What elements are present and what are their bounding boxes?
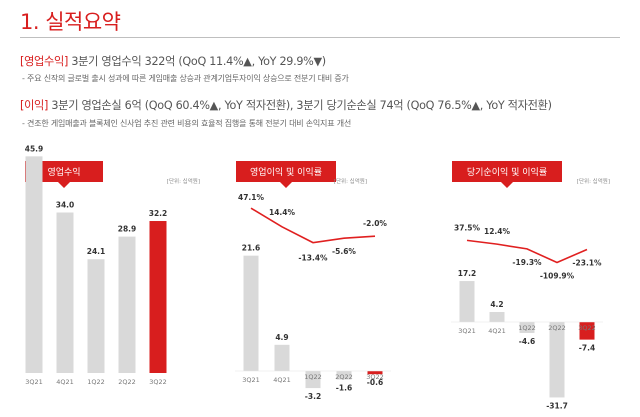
chart-1-bar: [25, 156, 43, 373]
chart-1-bar-label: 24.1: [87, 247, 106, 256]
chart-2-category-label: 1Q22: [304, 373, 322, 381]
chart-3-bar: [579, 322, 595, 340]
chart-3-bar: [549, 322, 565, 398]
chart-2-bar: [243, 255, 259, 371]
chart-2-bar: [274, 344, 290, 371]
chart-2-margin-label: 14.4%: [269, 208, 296, 217]
chart-1-category-label: 4Q21: [56, 378, 74, 386]
chart-3-category-label: 2Q22: [548, 324, 566, 332]
chart-2-title: 영업이익 및 이익률: [250, 166, 322, 178]
profit-note: - 견조한 게임매출과 블록체인 신사업 추진 관련 비용의 효율적 집행을 통…: [22, 119, 352, 128]
chart-2-unit: [단위: 십억원]: [334, 177, 367, 185]
chart-3-bar: [489, 312, 505, 322]
title-divider: [20, 37, 620, 38]
chart-1-bar-label: 45.9: [25, 144, 44, 153]
chart-3-category-label: 3Q22: [578, 324, 596, 332]
chart-1-title: 영업수익: [47, 166, 80, 178]
chart-2-bar: [336, 371, 352, 380]
chart-1-bar-label: 32.2: [149, 209, 168, 218]
chart-2-category-label: 4Q21: [273, 376, 291, 384]
chart-3-margin-line: [466, 239, 588, 264]
chart-2-bar-label: -3.2: [305, 392, 321, 401]
page-title: 1. 실적요약: [20, 10, 121, 34]
chart-2-category-label: 2Q22: [335, 373, 353, 381]
chart-3-margin-label: -23.1%: [572, 258, 602, 267]
chart-3-title-tag: [452, 161, 562, 188]
chart-3-bar-label: 4.2: [490, 300, 503, 309]
chart-3-bar-label: -7.4: [579, 344, 595, 353]
revenue-tag: [영업수익]: [20, 55, 69, 68]
chart-3-bar: [519, 322, 535, 333]
chart-1-category-label: 3Q22: [149, 378, 167, 386]
chart-2-margin-label: -5.6%: [332, 247, 356, 256]
chart-1-category-label: 1Q22: [87, 378, 105, 386]
chart-1-bar-label: 34.0: [56, 201, 75, 210]
chart-2-margin-label: -2.0%: [363, 219, 387, 228]
profit-tag: [이익]: [20, 99, 49, 112]
chart-1-bar: [87, 259, 105, 373]
chart-1-bar: [149, 221, 167, 373]
chart-2-bar: [367, 371, 383, 375]
chart-3-category-label: 1Q22: [518, 324, 536, 332]
chart-2-bar-label: -1.6: [336, 384, 352, 393]
chart-3-bar-label: -31.7: [546, 401, 568, 410]
chart-1-bar: [56, 212, 74, 373]
chart-3-bar: [459, 281, 475, 322]
chart-3-margin-label: 37.5%: [454, 223, 481, 232]
chart-3-margin-label: -19.3%: [512, 258, 542, 267]
chart-1-bar-label: 28.9: [118, 225, 137, 234]
chart-3-margin-label: 12.4%: [484, 227, 511, 236]
revenue-summary-text: 3분기 영업수익 322억 (QoQ 11.4%▲, YoY 29.9%▼): [68, 55, 326, 68]
revenue-summary: [영업수익] 3분기 영업수익 322억 (QoQ 11.4%▲, YoY 29…: [20, 53, 326, 69]
chart-2-category-label: 3Q21: [242, 376, 260, 384]
chart-2-bar: [305, 371, 321, 389]
chart-3-unit: [단위: 십억원]: [577, 177, 610, 185]
chart-2-bar-label: 4.9: [275, 333, 288, 342]
revenue-note: - 주요 신작의 글로벌 출시 성과에 따른 게임매출 상승과 관계기업투자이익…: [22, 74, 349, 83]
chart-1-title-tag: [25, 161, 103, 188]
chart-2-margin-line: [250, 207, 376, 244]
chart-3-margin-label: -109.9%: [540, 271, 575, 280]
chart-3-bar-label: -4.6: [519, 337, 535, 346]
chart-1-category-label: 2Q22: [118, 378, 136, 386]
chart-2-bar-label: -0.6: [367, 378, 383, 387]
profit-summary: [이익] 3분기 영업손실 6억 (QoQ 60.4%▲, YoY 적자전환),…: [20, 97, 552, 113]
chart-2-bar-label: 21.6: [242, 244, 261, 253]
chart-3-title: 당기순이익 및 이익률: [467, 166, 547, 178]
chart-3-category-label: 3Q21: [458, 327, 476, 335]
chart-1-unit: [단위: 십억원]: [167, 177, 200, 185]
profit-summary-text: 3분기 영업손실 6억 (QoQ 60.4%▲, YoY 적자전환), 3분기 …: [48, 99, 552, 112]
chart-1-bar: [118, 236, 136, 373]
chart-1-category-label: 3Q21: [25, 378, 43, 386]
chart-2-margin-label: 47.1%: [238, 193, 265, 202]
chart-2-title-tag: [236, 161, 336, 188]
chart-2-category-label: 3Q22: [366, 373, 384, 381]
chart-3-category-label: 4Q21: [488, 327, 506, 335]
chart-3-bar-label: 17.2: [458, 269, 477, 278]
chart-2-margin-label: -13.4%: [298, 254, 328, 263]
